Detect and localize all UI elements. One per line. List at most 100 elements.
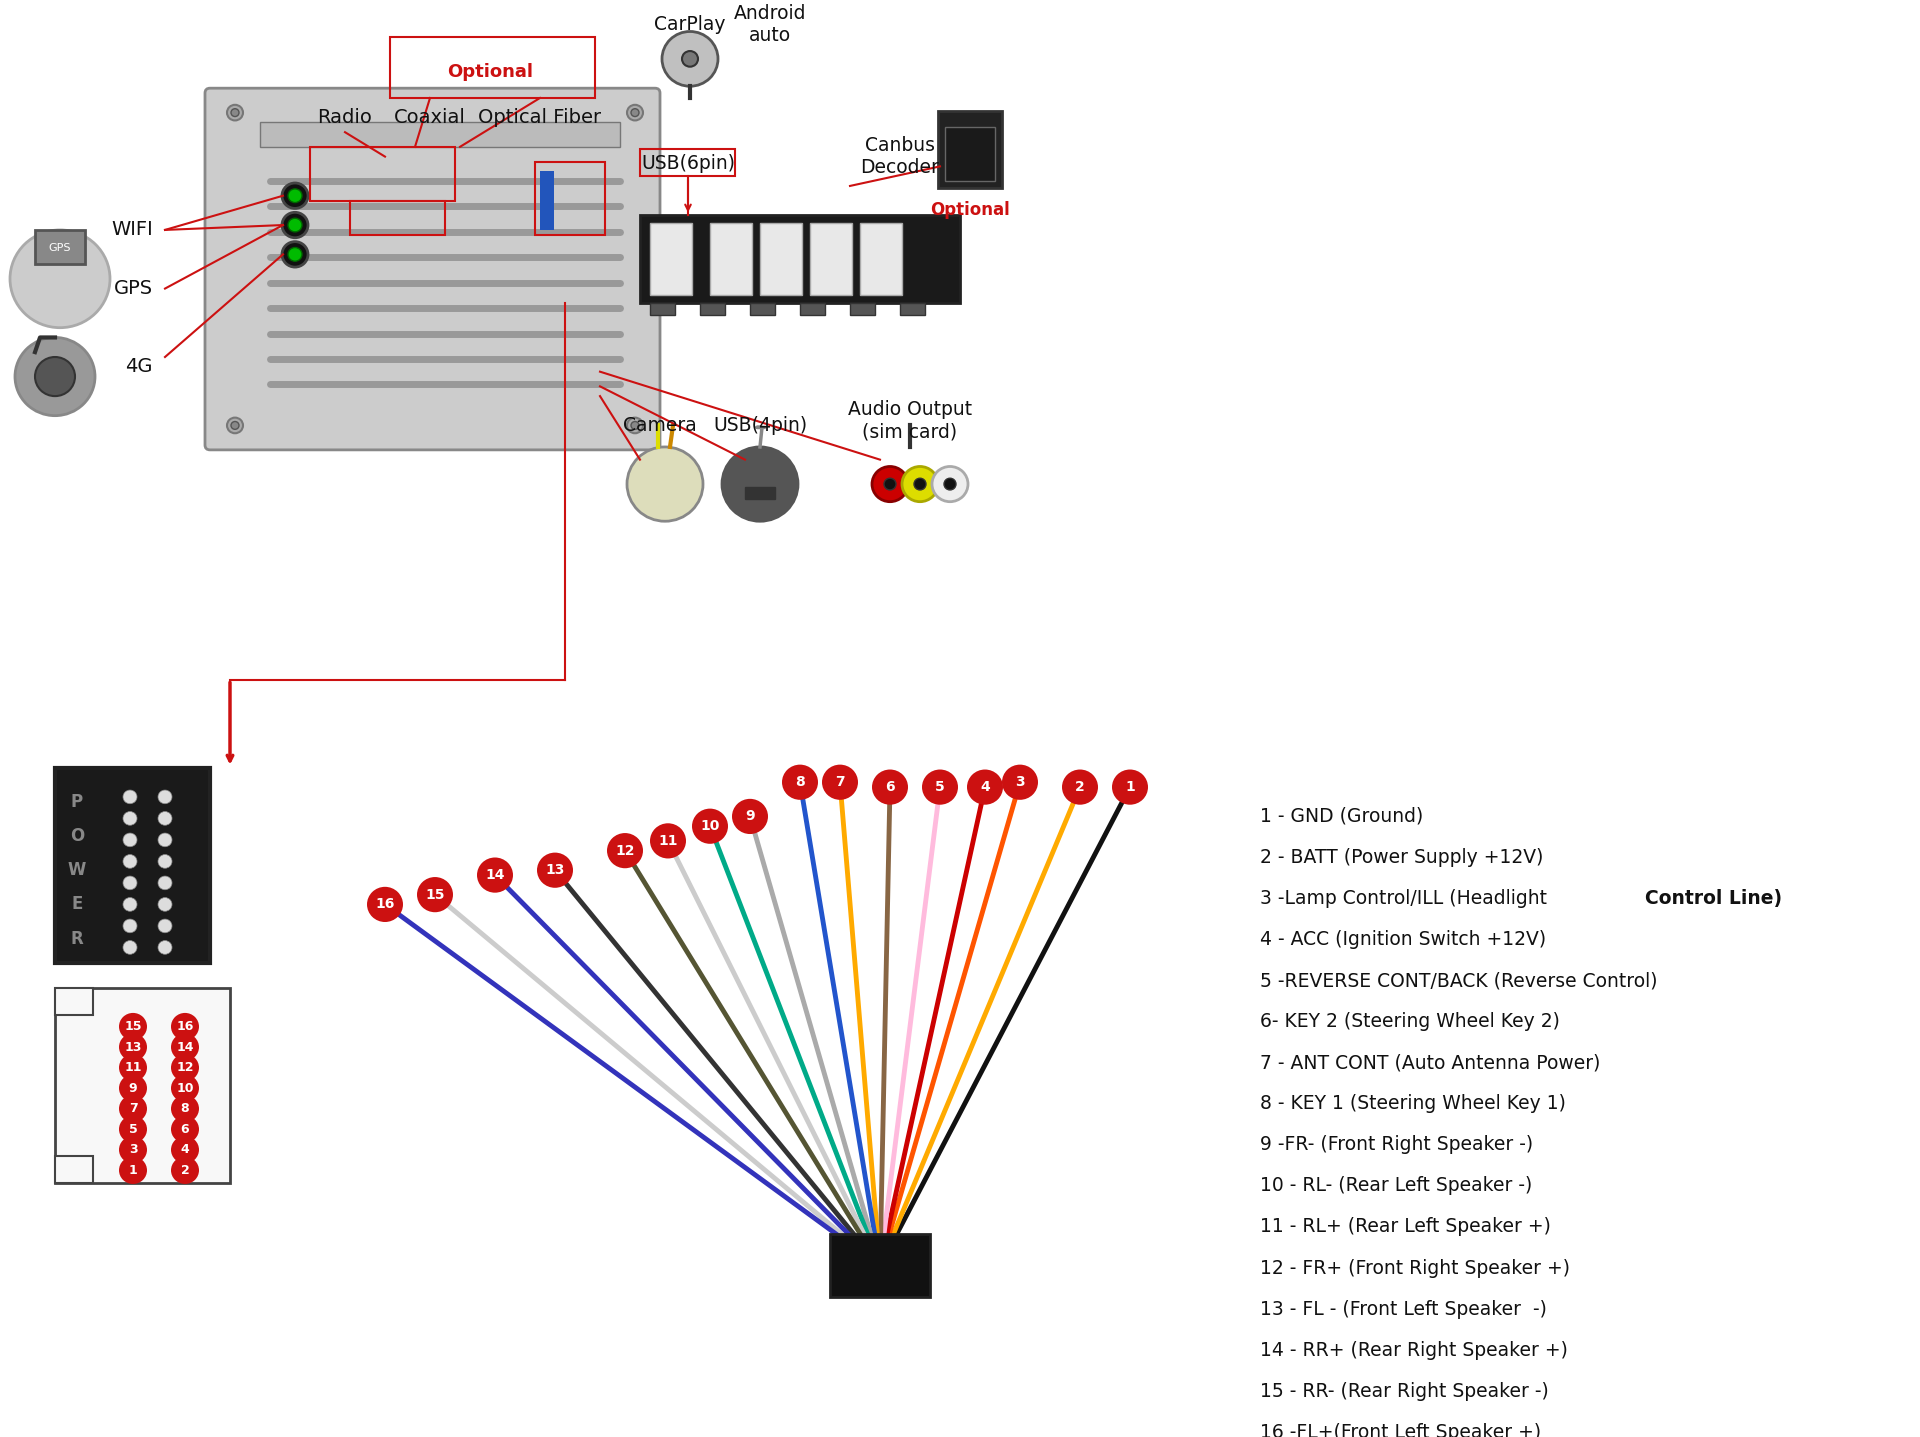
Bar bbox=[710, 223, 753, 296]
Circle shape bbox=[1002, 764, 1039, 800]
Circle shape bbox=[171, 1137, 200, 1164]
Text: E: E bbox=[71, 895, 83, 914]
Circle shape bbox=[119, 1137, 148, 1164]
Circle shape bbox=[157, 941, 173, 954]
Text: O: O bbox=[69, 826, 84, 845]
Text: 5: 5 bbox=[129, 1122, 138, 1135]
Text: 5 -REVERSE CONT/BACK (Reverse Control): 5 -REVERSE CONT/BACK (Reverse Control) bbox=[1260, 971, 1657, 990]
Circle shape bbox=[282, 241, 307, 267]
Circle shape bbox=[822, 764, 858, 800]
Circle shape bbox=[10, 230, 109, 328]
Text: 15 - RR- (Rear Right Speaker -): 15 - RR- (Rear Right Speaker -) bbox=[1260, 1382, 1549, 1401]
Text: 1: 1 bbox=[1125, 780, 1135, 795]
Circle shape bbox=[914, 479, 925, 490]
Circle shape bbox=[945, 479, 956, 490]
Bar bbox=[900, 303, 925, 315]
Circle shape bbox=[123, 855, 136, 868]
Text: USB(6pin): USB(6pin) bbox=[641, 154, 735, 172]
Circle shape bbox=[230, 421, 238, 430]
Circle shape bbox=[651, 823, 685, 858]
Circle shape bbox=[282, 182, 307, 208]
Circle shape bbox=[781, 764, 818, 800]
Text: 2: 2 bbox=[180, 1164, 190, 1177]
Circle shape bbox=[123, 941, 136, 954]
Circle shape bbox=[119, 1075, 148, 1102]
Text: 8: 8 bbox=[795, 775, 804, 789]
Text: 13: 13 bbox=[125, 1040, 142, 1053]
Circle shape bbox=[282, 213, 307, 237]
Circle shape bbox=[628, 447, 703, 522]
Circle shape bbox=[883, 479, 897, 490]
Circle shape bbox=[230, 109, 238, 116]
Circle shape bbox=[902, 467, 939, 502]
Circle shape bbox=[157, 920, 173, 933]
Text: P: P bbox=[71, 793, 83, 810]
Text: 13: 13 bbox=[545, 864, 564, 877]
Bar bbox=[701, 303, 726, 315]
Bar bbox=[349, 201, 445, 234]
Bar bbox=[540, 171, 555, 230]
Text: WIFI: WIFI bbox=[111, 220, 154, 240]
Circle shape bbox=[157, 898, 173, 911]
Circle shape bbox=[35, 356, 75, 397]
Circle shape bbox=[628, 418, 643, 433]
Circle shape bbox=[171, 1033, 200, 1061]
Text: 11 - RL+ (Rear Left Speaker +): 11 - RL+ (Rear Left Speaker +) bbox=[1260, 1217, 1551, 1236]
Bar bbox=[860, 223, 902, 296]
Text: 10 - RL- (Rear Left Speaker -): 10 - RL- (Rear Left Speaker -) bbox=[1260, 1177, 1532, 1196]
Circle shape bbox=[632, 421, 639, 430]
Bar bbox=[56, 767, 209, 963]
Text: 4G: 4G bbox=[125, 358, 154, 376]
Bar bbox=[945, 128, 995, 181]
Circle shape bbox=[157, 812, 173, 825]
Circle shape bbox=[119, 1095, 148, 1122]
Circle shape bbox=[288, 247, 301, 262]
Circle shape bbox=[15, 338, 94, 415]
Circle shape bbox=[157, 833, 173, 846]
Bar bbox=[639, 149, 735, 177]
Circle shape bbox=[171, 1013, 200, 1040]
Text: 9: 9 bbox=[745, 809, 755, 823]
Text: 7: 7 bbox=[129, 1102, 138, 1115]
Circle shape bbox=[872, 770, 908, 805]
Text: 3 -Lamp Control/ILL (Headlight: 3 -Lamp Control/ILL (Headlight bbox=[1260, 890, 1553, 908]
Circle shape bbox=[123, 833, 136, 846]
Bar bbox=[651, 223, 691, 296]
Text: 11: 11 bbox=[125, 1061, 142, 1075]
Text: 11: 11 bbox=[659, 833, 678, 848]
Text: 5: 5 bbox=[935, 780, 945, 795]
Text: USB(4pin): USB(4pin) bbox=[712, 415, 806, 435]
Circle shape bbox=[417, 877, 453, 912]
Bar bbox=[536, 161, 605, 234]
Text: 4: 4 bbox=[979, 780, 991, 795]
Text: 4: 4 bbox=[180, 1144, 190, 1157]
Bar bbox=[56, 987, 92, 1015]
Text: CarPlay: CarPlay bbox=[655, 16, 726, 34]
Circle shape bbox=[722, 447, 799, 522]
Text: 12 - FR+ (Front Right Speaker +): 12 - FR+ (Front Right Speaker +) bbox=[1260, 1259, 1571, 1277]
Text: 16: 16 bbox=[177, 1020, 194, 1033]
Circle shape bbox=[538, 852, 572, 888]
Circle shape bbox=[227, 105, 244, 121]
Text: 14: 14 bbox=[177, 1040, 194, 1053]
Circle shape bbox=[119, 1033, 148, 1061]
Circle shape bbox=[123, 790, 136, 803]
Text: Android
auto: Android auto bbox=[733, 4, 806, 45]
Bar bbox=[801, 303, 826, 315]
Bar bbox=[745, 487, 776, 499]
Bar bbox=[751, 303, 776, 315]
Text: 7: 7 bbox=[835, 775, 845, 789]
Circle shape bbox=[157, 877, 173, 890]
Bar bbox=[829, 1234, 929, 1298]
Circle shape bbox=[171, 1157, 200, 1184]
Text: 16 -FL+(Front Left Speaker +): 16 -FL+(Front Left Speaker +) bbox=[1260, 1423, 1542, 1437]
Circle shape bbox=[123, 898, 136, 911]
Text: 15: 15 bbox=[125, 1020, 142, 1033]
Text: Camera: Camera bbox=[624, 415, 697, 435]
Text: 4 - ACC (Ignition Switch +12V): 4 - ACC (Ignition Switch +12V) bbox=[1260, 930, 1546, 948]
Circle shape bbox=[171, 1075, 200, 1102]
Circle shape bbox=[288, 218, 301, 231]
Circle shape bbox=[607, 833, 643, 868]
Text: Optional: Optional bbox=[447, 63, 534, 80]
Circle shape bbox=[968, 770, 1002, 805]
